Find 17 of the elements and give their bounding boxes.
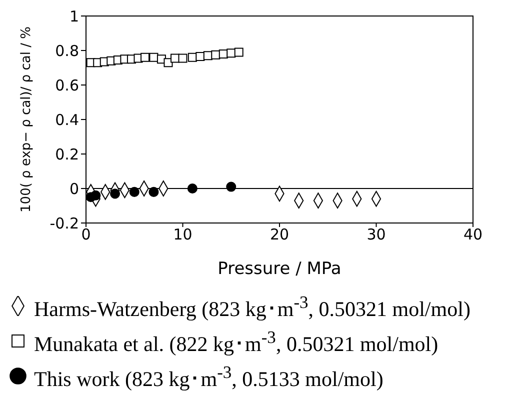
- legend-label: Harms-Watzenberg (823 kg･m$^{-3}$, 0.50321 mol/mol): [34, 291, 470, 323]
- x-tick-label: 10: [173, 226, 192, 244]
- y-axis-title: 100( ρ exp− ρ cal)/ ρ cal / %: [19, 26, 34, 212]
- x-axis-title: Pressure / MPa: [218, 259, 342, 279]
- y-tick-label: 1: [69, 7, 79, 26]
- y-tick-label: 0: [69, 180, 79, 198]
- x-tick-label: 30: [366, 226, 386, 244]
- y-tick-label: 0.6: [55, 76, 79, 94]
- y-tick-label: 0.4: [55, 110, 79, 129]
- x-tick-label: 40: [463, 226, 483, 244]
- x-tick-label: 0: [81, 226, 91, 244]
- x-tick-label: 20: [270, 226, 290, 244]
- legend-label: Munakata et al. (822 kg･m$^{-3}$, 0.50321 mol/mol): [34, 326, 438, 358]
- y-tick-label: 0.2: [55, 145, 79, 164]
- y-tick-label: -0.2: [50, 214, 79, 232]
- legend-label: This work (823 kg･m$^{-3}$, 0.5133 mol/mol): [34, 361, 384, 393]
- y-tick-label: 0.8: [55, 42, 79, 60]
